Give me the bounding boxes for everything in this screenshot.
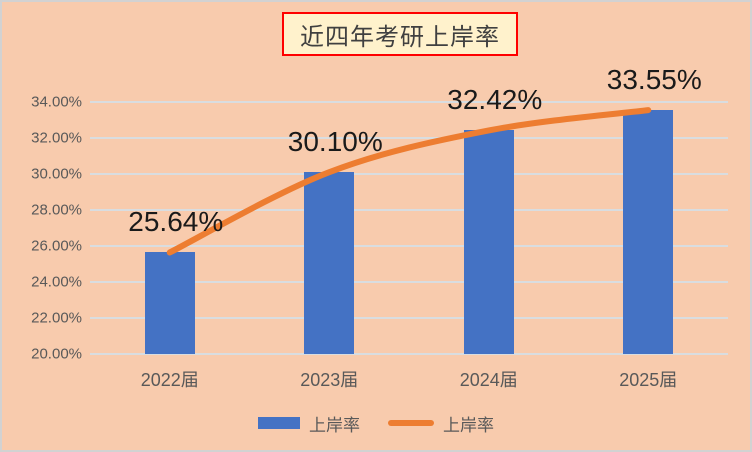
legend-bar-swatch — [258, 417, 300, 429]
x-tick-label-2024届: 2024届 — [459, 370, 518, 390]
data-label-2023届: 30.10% — [287, 126, 383, 158]
legend-item-line[interactable]: 上岸率 — [388, 411, 494, 436]
y-tick-label: 22.00% — [31, 309, 82, 327]
legend-label: 上岸率 — [309, 415, 360, 435]
gridline — [90, 281, 728, 283]
y-tick-label: 24.00% — [31, 273, 82, 291]
y-tick-label: 20.00% — [31, 345, 82, 363]
y-tick-label: 34.00% — [31, 93, 82, 111]
bar-2025届[interactable] — [623, 110, 674, 354]
bar-2022届[interactable] — [144, 252, 195, 354]
legend: 上岸率 上岸率 — [2, 408, 750, 438]
bar-2024届[interactable] — [463, 130, 514, 354]
gridline — [90, 101, 728, 103]
chart-title-box[interactable]: 近四年考研上岸率 — [282, 12, 518, 56]
y-tick-label: 28.00% — [31, 201, 82, 219]
gridline — [90, 353, 728, 355]
x-tick-label-2022届: 2022届 — [140, 370, 199, 390]
chart-title: 近四年考研上岸率 — [300, 23, 500, 51]
x-tick-label-2023届: 2023届 — [300, 370, 359, 390]
y-tick-label: 26.00% — [31, 237, 82, 255]
data-label-2022届: 25.64% — [128, 206, 224, 238]
legend-line-swatch — [388, 420, 434, 426]
x-tick-label-2025届: 2025届 — [619, 370, 678, 390]
gridline — [90, 317, 728, 319]
legend-item-bar[interactable]: 上岸率 — [258, 411, 360, 436]
y-tick-label: 30.00% — [31, 165, 82, 183]
legend-label: 上岸率 — [443, 415, 494, 435]
y-tick-label: 32.00% — [31, 129, 82, 147]
bar-2023届[interactable] — [304, 172, 355, 354]
data-label-2025届: 33.55% — [606, 64, 702, 96]
data-label-2024届: 32.42% — [447, 84, 543, 116]
